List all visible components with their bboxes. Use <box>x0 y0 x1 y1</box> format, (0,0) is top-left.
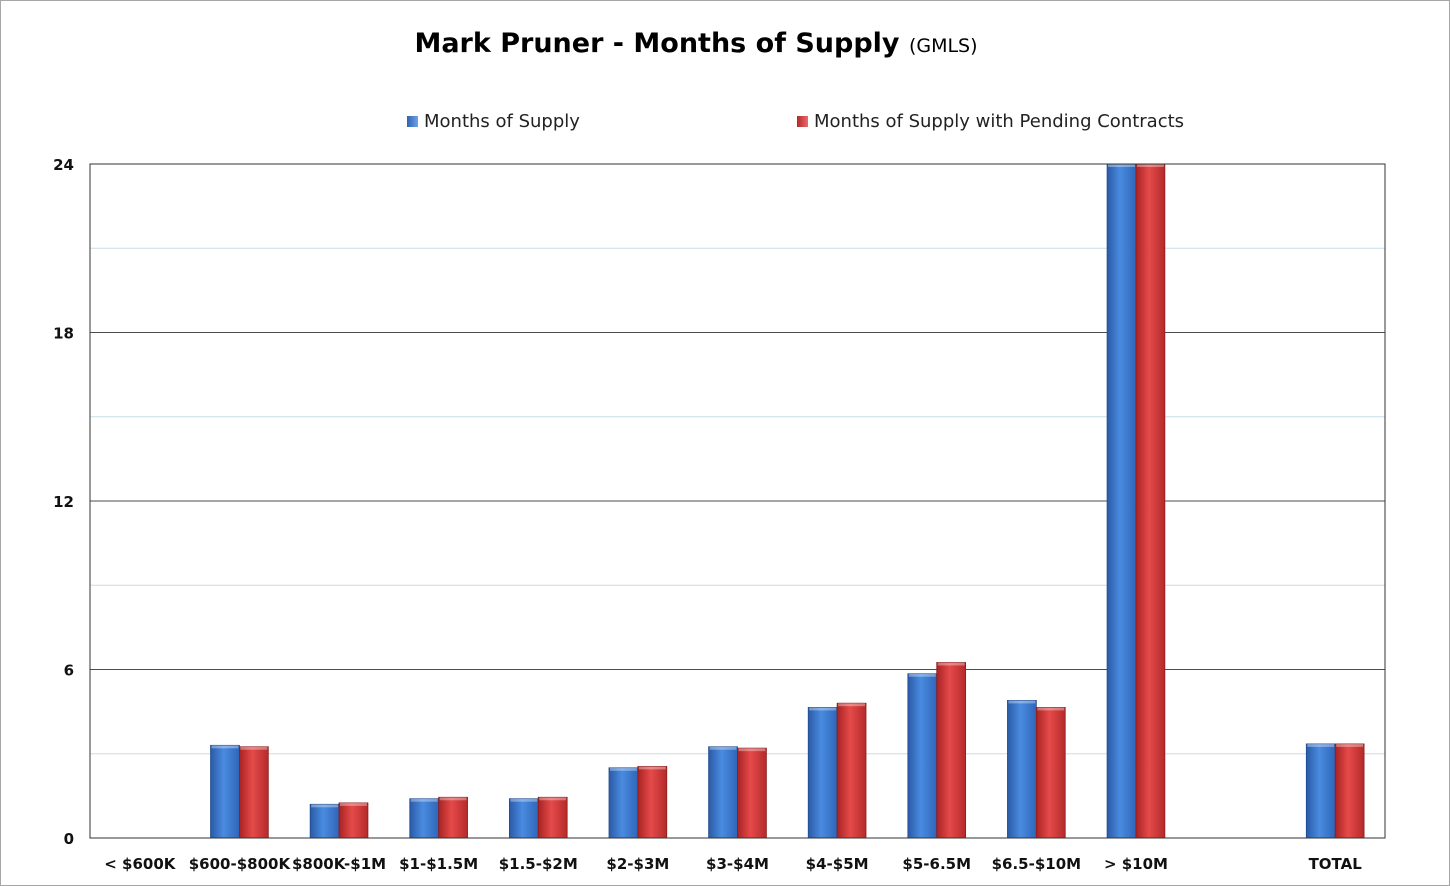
x-tick-label: < $600K <box>104 855 177 873</box>
bar-months-of-supply-pending <box>1135 163 1166 839</box>
y-tick-label: 18 <box>53 325 74 343</box>
bar-months-of-supply-pending <box>936 662 967 839</box>
bar-top-highlight <box>838 703 866 707</box>
grid-layer <box>90 163 1385 839</box>
legend-item-months-of-supply: Months of Supply <box>407 111 580 132</box>
x-tick-label: $1.5-$2M <box>499 855 578 873</box>
y-tick-label: 12 <box>53 493 74 511</box>
chart-subtitle: (GMLS) <box>908 35 978 57</box>
bar-top-highlight <box>809 707 837 711</box>
plot-area-border <box>89 163 1386 839</box>
bar-months-of-supply <box>807 707 838 839</box>
bar-months-of-supply <box>907 673 938 839</box>
bar-months-of-supply-pending <box>438 796 468 839</box>
bar-top-highlight <box>211 745 239 749</box>
legend-item-months-of-supply-pending: Months of Supply with Pending Contracts <box>797 111 1184 132</box>
x-tick-label: $4-$5M <box>806 855 869 873</box>
legend-swatch-blue <box>407 116 418 127</box>
x-tick-label: $1-$1.5M <box>399 855 478 873</box>
bar-months-of-supply-pending <box>637 765 668 839</box>
y-tick-label: 24 <box>53 156 74 174</box>
bar-months-of-supply <box>508 798 539 839</box>
bar-months-of-supply <box>1007 699 1037 839</box>
bar-months-of-supply-pending <box>737 747 767 839</box>
legend-swatch-red <box>797 116 808 127</box>
legend-label: Months of Supply with Pending Contracts <box>814 111 1185 132</box>
x-tick-label: $3-$4M <box>706 855 769 873</box>
x-tick-label: > $10M <box>1104 855 1168 873</box>
chart-title: Mark Pruner - Months of Supply <box>414 28 900 59</box>
chart-legend: Months of Supply Months of Supply with P… <box>0 111 1450 137</box>
bar-top-highlight <box>1136 164 1164 167</box>
bar-months-of-supply-pending <box>1334 743 1365 839</box>
bar-top-highlight <box>311 804 339 808</box>
bar-top-highlight <box>439 797 467 801</box>
bar-top-highlight <box>937 662 965 666</box>
bar-top-highlight <box>510 798 538 802</box>
bar-months-of-supply <box>210 744 240 839</box>
bar-top-highlight <box>340 802 367 806</box>
bar-months-of-supply-pending <box>836 702 867 839</box>
bar-top-highlight <box>1108 164 1135 167</box>
y-tick-label: 6 <box>64 662 74 680</box>
bar-top-highlight <box>738 748 766 752</box>
bar-top-highlight <box>410 798 438 802</box>
x-tick-label: $600-$800K <box>189 855 292 873</box>
bar-months-of-supply <box>409 798 440 839</box>
bar-months-of-supply <box>1106 163 1137 839</box>
bar-top-highlight <box>908 673 936 677</box>
bars-layer <box>210 163 1365 839</box>
y-tick-label: 0 <box>64 830 74 848</box>
bar-top-highlight <box>709 746 737 750</box>
bar-months-of-supply <box>1305 743 1336 839</box>
x-tick-label: $2-$3M <box>606 855 669 873</box>
chart-title-block: Mark Pruner - Months of Supply (GMLS) <box>0 28 1392 59</box>
bar-top-highlight <box>240 746 268 750</box>
bar-top-highlight <box>1037 707 1065 711</box>
bar-months-of-supply-pending <box>1035 707 1066 839</box>
axis-layer: 0 6 12 18 24 < $600K $600-$800K $800K-$1M $1-$1.… <box>53 156 1386 873</box>
bar-months-of-supply <box>608 767 639 839</box>
x-tick-label: TOTAL <box>1309 855 1363 873</box>
x-tick-label: $800K-$1M <box>292 855 386 873</box>
x-tick-label: $6.5-$10M <box>992 855 1081 873</box>
bar-months-of-supply-pending <box>338 802 369 839</box>
bar-top-highlight <box>1336 743 1364 747</box>
x-tick-label: $5-6.5M <box>902 855 971 873</box>
bar-top-highlight <box>638 766 666 770</box>
legend-label: Months of Supply <box>424 111 580 132</box>
bar-months-of-supply <box>708 746 738 839</box>
bar-top-highlight <box>1008 700 1036 704</box>
bar-months-of-supply <box>309 803 340 839</box>
bar-top-highlight <box>539 797 567 801</box>
bar-top-highlight <box>1307 743 1335 747</box>
bar-months-of-supply-pending <box>239 746 269 839</box>
bar-months-of-supply-pending <box>537 796 568 839</box>
bar-top-highlight <box>609 767 637 771</box>
